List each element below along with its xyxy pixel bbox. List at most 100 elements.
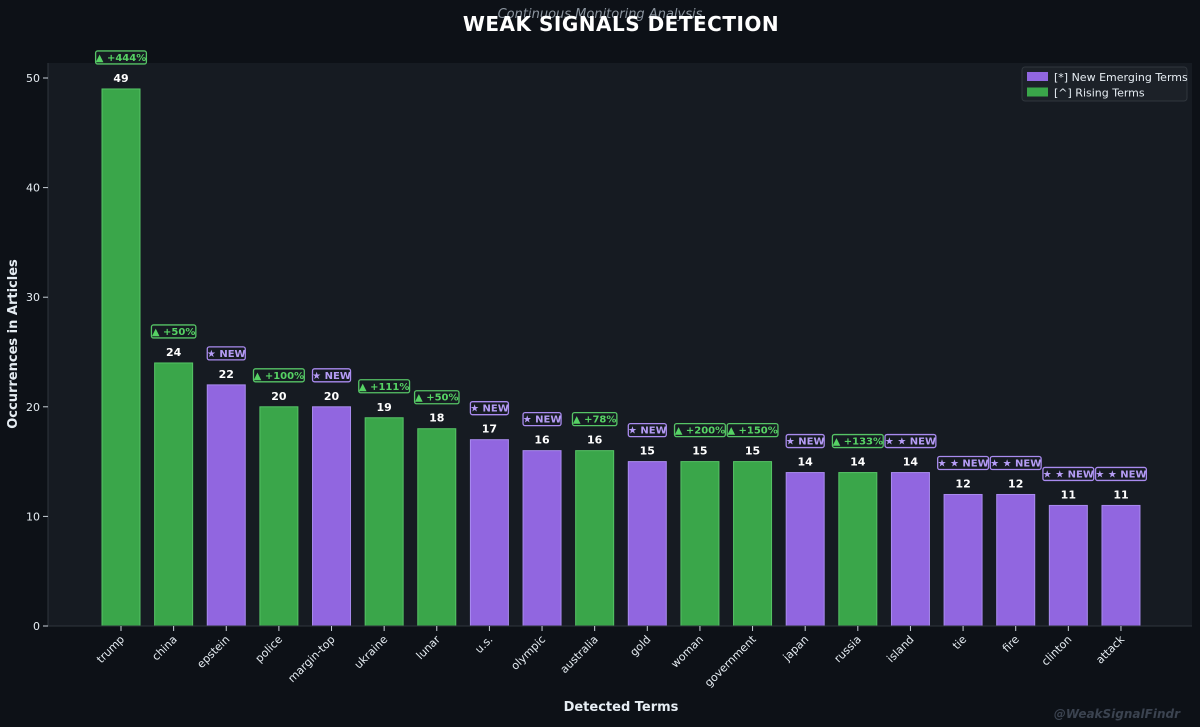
badge-trump: ▲ +444% (94, 50, 148, 65)
badge-box (469, 401, 510, 416)
value-label-attack: 11 (1113, 488, 1128, 501)
value-label-u.s.: 17 (482, 423, 497, 436)
badge-box (413, 390, 460, 405)
bar-russia (838, 472, 878, 627)
legend-label-new: [*] New Emerging Terms (1054, 71, 1188, 84)
badge-box (252, 368, 305, 383)
bar-trump (101, 88, 141, 627)
x-tick-label-attack: attack (1093, 632, 1127, 666)
badge-olympic: ★ NEW (522, 411, 562, 427)
y-tick-label: 0 (33, 620, 40, 633)
badge-woman: ▲ +200% (673, 422, 726, 438)
badge-text: ★ NEW (207, 349, 246, 360)
badge-text: ▲ +150% (727, 426, 777, 437)
badge-text: ★ NEW (628, 426, 667, 437)
badge-box (1042, 466, 1095, 482)
y-tick-label: 20 (26, 401, 40, 414)
x-tick-label-margin-top: margin-top (285, 633, 337, 685)
bar-u.s. (469, 439, 509, 627)
x-tick-label-china: china (149, 633, 179, 663)
legend-swatch-rising (1027, 87, 1048, 97)
badge-text: ★ NEW (470, 404, 509, 415)
badge-clinton: ★ ★ NEW (1042, 466, 1095, 482)
legend-swatch-new (1027, 72, 1048, 81)
value-label-olympic: 16 (534, 434, 550, 447)
badge-text: ★ ★ NEW (1095, 469, 1146, 480)
x-tick-label-epstein: epstein (194, 633, 232, 671)
badge-box (150, 324, 197, 339)
badge-text: ▲ +50% (415, 393, 459, 404)
badge-fire: ★ ★ NEW (989, 455, 1042, 471)
badge-text: ★ NEW (312, 371, 351, 382)
badge-text: ▲ +111% (359, 382, 409, 393)
y-tick-label: 30 (26, 291, 40, 304)
bar-police (259, 406, 299, 627)
badge-box (94, 50, 148, 65)
value-label-woman: 15 (692, 445, 707, 458)
badge-australia: ▲ +78% (571, 411, 618, 427)
x-tick-label-woman: woman (668, 633, 706, 671)
badge-box (311, 368, 352, 383)
bar-epstein (206, 384, 246, 627)
bar-lunar (417, 428, 457, 627)
value-label-trump: 49 (113, 72, 128, 85)
badge-text: ▲ +50% (152, 327, 196, 338)
bar-government (733, 461, 773, 627)
badge-box (989, 455, 1042, 471)
watermark: @WeakSignalFindr (1054, 707, 1181, 721)
x-tick-label-gold: gold (627, 633, 653, 659)
x-tick-label-fire: fire (1000, 633, 1022, 655)
value-label-government: 15 (745, 445, 760, 458)
value-label-island: 14 (903, 456, 919, 469)
value-label-margin-top: 20 (324, 390, 340, 403)
value-label-ukraine: 19 (376, 401, 391, 414)
y-tick-label: 50 (26, 72, 40, 85)
badge-text: ★ ★ NEW (990, 458, 1041, 469)
badge-tie: ★ ★ NEW (937, 455, 990, 471)
bar-gold (627, 461, 667, 627)
badge-box (1094, 466, 1148, 482)
y-tick-label: 40 (26, 182, 40, 195)
badge-text: ▲ +200% (675, 426, 725, 437)
x-tick-label-japan: japan (780, 633, 811, 664)
value-label-lunar: 18 (429, 412, 444, 425)
badge-box (206, 346, 246, 361)
badge-box (571, 411, 618, 427)
legend: [*] New Emerging Terms [^] Rising Terms (1021, 66, 1188, 102)
x-tick-label-government: government (702, 632, 759, 689)
badge-box (522, 411, 562, 427)
badge-box (358, 379, 411, 394)
badge-attack: ★ ★ NEW (1094, 466, 1148, 482)
x-tick-label-clinton: clinton (1039, 633, 1074, 668)
value-label-clinton: 11 (1061, 488, 1076, 501)
y-tick-label: 10 (26, 510, 40, 523)
badge-japan: ★ NEW (785, 433, 825, 449)
badge-box (937, 455, 990, 471)
y-axis-label: Occurrences in Articles (6, 259, 21, 429)
badge-box (831, 433, 884, 449)
bar-clinton (1048, 504, 1088, 627)
bar-attack (1101, 504, 1141, 627)
badge-text: ▲ +100% (254, 371, 304, 382)
x-tick-label-olympic: olympic (508, 633, 548, 673)
x-tick-label-island: island (884, 633, 916, 665)
value-label-japan: 14 (798, 456, 814, 469)
bar-olympic (522, 450, 562, 627)
chart-title: WEAK SIGNALS DETECTION (463, 12, 779, 36)
value-label-russia: 14 (850, 456, 866, 469)
badge-u.s.: ★ NEW (469, 401, 510, 416)
x-tick-label-tie: tie (950, 633, 969, 652)
badge-text: ▲ +133% (833, 437, 883, 448)
badge-epstein: ★ NEW (206, 346, 246, 361)
x-tick-label-lunar: lunar (414, 633, 444, 663)
badge-box (884, 433, 937, 449)
value-label-police: 20 (271, 390, 287, 403)
badge-china: ▲ +50% (150, 324, 197, 339)
bar-island (890, 472, 930, 627)
badge-box (726, 422, 779, 438)
x-tick-label-police: police (253, 633, 285, 665)
badge-police: ▲ +100% (252, 368, 305, 383)
y-axis: 0 10 20 30 40 50 (26, 63, 49, 633)
value-label-australia: 16 (587, 434, 603, 447)
x-tick-label-trump: trump (94, 633, 127, 666)
